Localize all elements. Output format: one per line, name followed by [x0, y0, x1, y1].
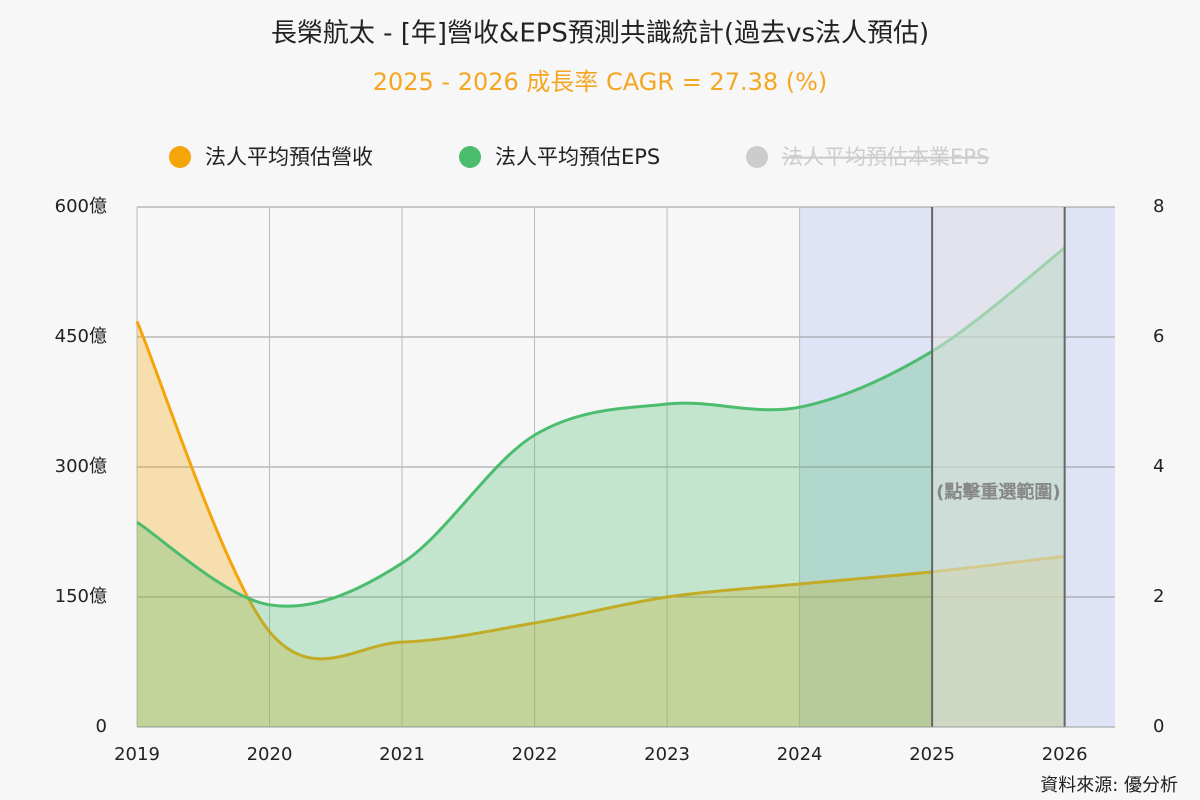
- legend-label: 法人平均預估本業EPS: [782, 145, 989, 169]
- y2-tick-label: 0: [1153, 716, 1164, 737]
- x-tick-label: 2020: [247, 744, 293, 765]
- legend-marker: [169, 146, 191, 168]
- source: 資料來源: 優分析: [1040, 775, 1178, 796]
- legend-label: 法人平均預估EPS: [495, 145, 660, 169]
- y-tick-label: 300億: [55, 456, 107, 477]
- y2-tick-label: 6: [1153, 326, 1164, 347]
- chart-title: 長榮航太 - [年]營收&EPS預測共識統計(過去vs法人預估): [271, 19, 929, 49]
- x-tick-label: 2019: [114, 744, 160, 765]
- x-tick-label: 2021: [379, 744, 425, 765]
- y-tick-label: 600億: [55, 196, 107, 217]
- x-tick-label: 2022: [512, 744, 558, 765]
- y-tick-label: 150億: [55, 586, 107, 607]
- y2-tick-label: 4: [1153, 456, 1164, 477]
- area: [137, 247, 1065, 727]
- chart-subtitle: 2025 - 2026 成長率 CAGR = 27.38 (%): [373, 68, 828, 96]
- x-tick-label: 2025: [909, 744, 955, 765]
- y-tick-label: 0: [96, 716, 107, 737]
- y2-tick-label: 8: [1153, 196, 1164, 217]
- line: [136, 246, 1066, 608]
- area: [137, 321, 1065, 727]
- line: [135, 320, 1065, 661]
- annotation: (點擊重選範圍): [936, 481, 1060, 503]
- forecast-band: [932, 207, 1065, 727]
- legend-label: 法人平均預估營收: [205, 145, 373, 169]
- legend-marker: [746, 146, 768, 168]
- x-tick-label: 2023: [644, 744, 690, 765]
- x-tick-label: 2024: [777, 744, 823, 765]
- y-tick-label: 450億: [55, 326, 107, 347]
- legend-marker: [459, 146, 481, 168]
- x-tick-label: 2026: [1042, 744, 1088, 765]
- y2-tick-label: 2: [1153, 586, 1164, 607]
